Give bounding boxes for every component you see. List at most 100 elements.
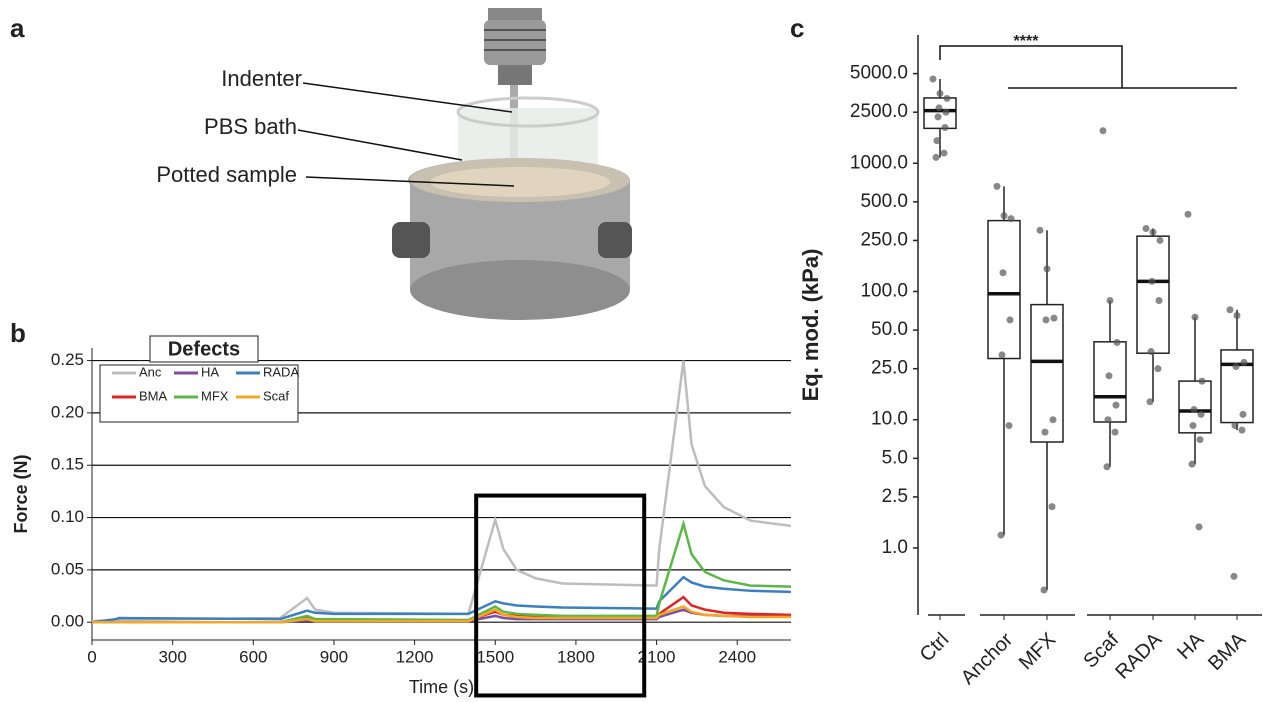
panel-label: c — [790, 13, 804, 43]
box — [1178, 380, 1212, 434]
data-point — [935, 104, 943, 112]
data-point — [1197, 410, 1205, 418]
data-point — [1240, 358, 1248, 366]
x-tick-label: 300 — [158, 647, 186, 666]
series-line — [92, 605, 791, 624]
data-point — [1043, 265, 1051, 273]
y-tick-label: 1.0 — [882, 537, 908, 558]
y-tick-label: 2500.0 — [850, 101, 908, 122]
data-point — [943, 94, 951, 102]
data-point — [1036, 226, 1044, 234]
x-tick-label: RADA — [1111, 628, 1166, 683]
data-point — [1112, 401, 1120, 409]
series-line — [91, 575, 792, 624]
x-tick-label: Ctrl — [916, 629, 954, 667]
data-point — [1184, 210, 1192, 218]
data-point — [940, 149, 948, 157]
y-tick-label: 0.15 — [51, 455, 84, 474]
legend-title: Defects — [168, 338, 240, 360]
data-point — [1147, 348, 1155, 356]
data-point — [1146, 398, 1154, 406]
box — [923, 97, 957, 130]
y-tick-label: 10.0 — [871, 409, 908, 430]
panel-label: a — [10, 13, 25, 43]
data-point — [1099, 127, 1107, 135]
data-point — [929, 75, 937, 83]
data-point — [1000, 212, 1008, 220]
data-point — [1050, 314, 1058, 322]
data-point — [942, 108, 950, 116]
y-tick-label: 500.0 — [860, 191, 908, 212]
data-point — [1111, 428, 1119, 436]
data-point — [1007, 215, 1015, 223]
y-tick-label: 0.10 — [51, 507, 84, 526]
panel-label: b — [10, 318, 26, 348]
x-tick-label: 900 — [320, 647, 348, 666]
data-point — [1154, 365, 1162, 373]
y-tick-label: 2.5 — [882, 486, 908, 507]
data-point — [1113, 339, 1121, 347]
data-point — [1190, 406, 1198, 414]
data-point — [1106, 297, 1114, 305]
y-tick-label: 0.25 — [51, 350, 84, 369]
data-point — [1048, 503, 1056, 511]
data-point — [1006, 316, 1014, 324]
y-tick-label: 0.00 — [51, 612, 84, 631]
box — [1030, 303, 1064, 443]
data-point — [934, 113, 942, 121]
data-point — [1196, 436, 1204, 444]
x-tick-label: HA — [1173, 628, 1209, 664]
data-point — [941, 123, 949, 131]
data-point — [1198, 377, 1206, 385]
data-point — [936, 89, 944, 97]
data-point — [1040, 586, 1048, 594]
data-point — [993, 182, 1001, 190]
data-point — [1233, 311, 1241, 319]
data-point — [932, 153, 940, 161]
box — [1136, 235, 1170, 354]
highlight-box — [474, 493, 647, 698]
data-point — [1191, 313, 1199, 321]
y-tick-label: 0.20 — [51, 402, 84, 421]
x-tick-label: 1200 — [396, 647, 434, 666]
box — [1220, 349, 1254, 424]
photo-label: Potted sample — [156, 162, 297, 187]
x-axis-title: Time (s) — [409, 677, 474, 697]
y-axis-title: Force (N) — [11, 454, 31, 533]
box — [1093, 341, 1127, 423]
data-point — [1105, 372, 1113, 380]
x-tick-label: 1500 — [476, 647, 514, 666]
x-tick-label: 600 — [239, 647, 267, 666]
data-point — [1049, 416, 1057, 424]
y-tick-label: 5000.0 — [850, 63, 908, 84]
data-point — [1226, 306, 1234, 314]
data-point — [1195, 523, 1203, 531]
x-tick-label: BMA — [1204, 628, 1251, 675]
data-point — [1149, 228, 1157, 236]
legend-label: MFX — [201, 388, 229, 403]
y-tick-label: 1000.0 — [850, 152, 908, 173]
x-tick-label: 0 — [87, 647, 96, 666]
data-point — [998, 351, 1006, 359]
data-point — [999, 269, 1007, 277]
data-point — [1238, 426, 1246, 434]
y-tick-label: 50.0 — [871, 319, 908, 340]
legend-title-box — [149, 335, 259, 363]
y-tick-label: 25.0 — [871, 358, 908, 379]
significance-bracket — [939, 45, 1237, 89]
data-point — [997, 531, 1005, 539]
data-point — [933, 137, 941, 145]
photo-label: PBS bath — [204, 114, 297, 139]
series-line — [91, 360, 792, 623]
data-point — [1148, 277, 1156, 285]
data-point — [1232, 362, 1240, 370]
data-point — [1188, 460, 1196, 468]
y-tick-label: 5.0 — [882, 447, 908, 468]
legend-label: RADA — [263, 364, 299, 379]
data-point — [1155, 297, 1163, 305]
data-point — [1005, 422, 1013, 430]
photo-label: Indenter — [221, 66, 302, 91]
data-point — [1231, 422, 1239, 430]
data-point — [1189, 422, 1197, 430]
y-tick-label: 0.05 — [51, 559, 84, 578]
